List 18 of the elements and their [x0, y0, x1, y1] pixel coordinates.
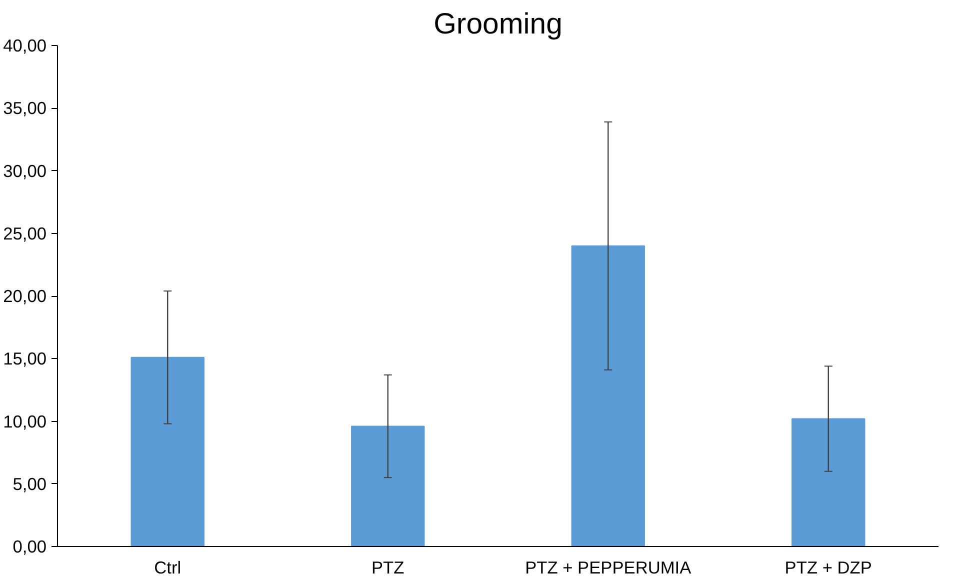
- x-tick-label: PTZ + PEPPERUMIA: [525, 558, 692, 578]
- y-tick-label: 5,00: [12, 474, 47, 494]
- x-tick-label: Ctrl: [154, 558, 182, 578]
- y-tick-label: 35,00: [3, 98, 47, 118]
- y-tick-label: 15,00: [3, 348, 47, 369]
- y-tick-label: 10,00: [3, 411, 47, 432]
- y-tick-label: 30,00: [3, 160, 47, 181]
- y-tick-label: 40,00: [3, 36, 47, 56]
- bar: [571, 245, 645, 546]
- bar: [792, 418, 866, 546]
- bar: [351, 426, 425, 546]
- y-tick-label: 20,00: [3, 286, 47, 306]
- bar: [130, 356, 204, 546]
- y-tick-label: 0,00: [12, 536, 47, 556]
- y-tick-label: 25,00: [3, 223, 47, 244]
- chart-title: Grooming: [434, 8, 562, 40]
- x-tick-label: PTZ + DZP: [784, 558, 872, 578]
- x-tick-label: PTZ: [372, 558, 405, 578]
